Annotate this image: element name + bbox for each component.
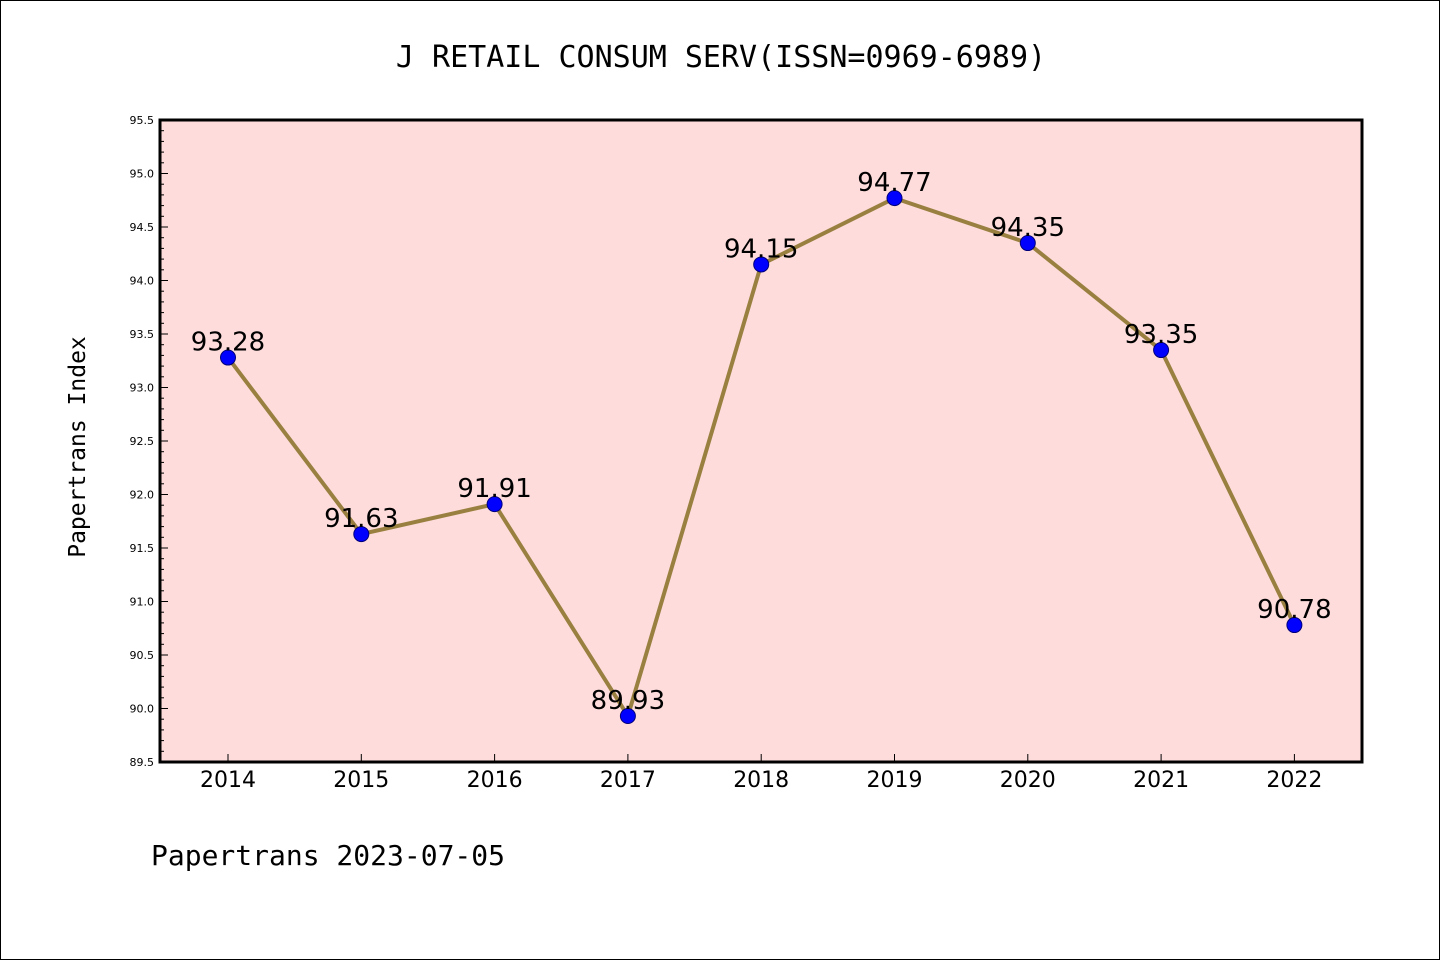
data-point: [619, 707, 636, 724]
data-point: [486, 496, 503, 513]
data-labels: 93.28 91.63 91.91 89.93 94.15 94.77 94.35 93.35…: [191, 168, 1332, 716]
data-point: [220, 349, 236, 366]
x-tick-label: 2018: [733, 768, 789, 793]
y-tick-label: 91.5: [130, 542, 155, 555]
data-label: 93.35: [1124, 320, 1198, 350]
y-tick-label: 95.5: [130, 114, 155, 127]
y-axis-label: Papertrans Index: [65, 336, 91, 558]
y-tick-label: 94.5: [130, 221, 155, 234]
data-label: 91.63: [324, 504, 398, 534]
x-axis: 2014 2015 2016 2017 2018 2019 2020 2021 2022: [200, 754, 1322, 793]
y-tick-label: 93.0: [130, 382, 155, 395]
data-point: [353, 526, 370, 543]
data-point: [1286, 617, 1303, 634]
y-tick-label: 93.5: [130, 328, 155, 341]
x-tick-label: 2014: [200, 768, 256, 793]
footer-source-date: Papertrans 2023-07-05: [151, 839, 505, 872]
x-tick-label: 2022: [1266, 768, 1322, 793]
y-axis: 89.5 90.0 90.5 91.0 91.5 92.0 92.5 93.0 93.5 94.0…: [130, 114, 168, 769]
plot-border: [158, 118, 1364, 764]
data-points: [220, 190, 1303, 724]
data-point: [886, 190, 903, 207]
data-label: 94.77: [857, 168, 931, 198]
x-tick-label: 2019: [867, 768, 923, 793]
x-tick-label: 2015: [333, 768, 389, 793]
data-label: 91.91: [457, 474, 531, 504]
x-tick-label: 2020: [1000, 768, 1056, 793]
x-tick-label: 2017: [600, 768, 656, 793]
data-point: [1153, 342, 1170, 359]
y-tick-label: 92.0: [130, 489, 155, 502]
y-tick-label: 92.5: [130, 435, 155, 448]
data-label: 94.15: [724, 234, 798, 264]
data-label: 93.28: [191, 328, 265, 358]
data-label: 90.78: [1257, 595, 1331, 625]
x-tick-label: 2016: [467, 768, 523, 793]
data-point: [753, 256, 770, 273]
y-tick-label: 95.0: [130, 168, 155, 181]
x-tick-label: 2021: [1133, 768, 1189, 793]
y-tick-label: 89.5: [130, 756, 155, 769]
chart-title: J RETAIL CONSUM SERV(ISSN=0969-6989): [396, 40, 1046, 75]
y-tick-label: 91.0: [130, 596, 155, 609]
data-label: 94.35: [991, 213, 1065, 243]
plot-area: [160, 120, 1362, 762]
data-label: 89.93: [591, 686, 665, 716]
y-tick-label: 90.0: [130, 703, 155, 716]
data-point: [1019, 235, 1036, 252]
y-tick-label: 90.5: [130, 649, 155, 662]
y-tick-label: 94.0: [130, 275, 155, 288]
